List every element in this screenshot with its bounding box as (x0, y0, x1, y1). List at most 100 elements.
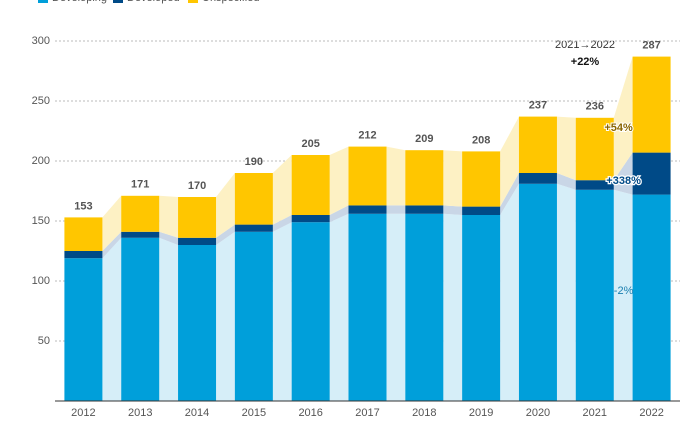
y-tick-label: 50 (38, 335, 50, 347)
connector-band (102, 237, 122, 401)
connector-band (272, 155, 292, 225)
connector-band (386, 205, 406, 214)
x-tick-label: 2017 (355, 407, 379, 419)
connector-band (613, 152, 633, 195)
bar-segment (178, 237, 217, 245)
x-tick-label: 2021 (583, 407, 607, 419)
x-tick-label: 2014 (185, 407, 209, 419)
bar-segment (575, 189, 614, 401)
x-tick-label: 2015 (242, 407, 266, 419)
bar-segment (518, 116, 557, 173)
connector-band (500, 173, 519, 215)
legend-label: Developing (52, 0, 107, 4)
total-label: 170 (188, 180, 206, 192)
y-tick-label: 200 (32, 155, 50, 167)
annotation: -2% (614, 285, 634, 297)
legend-label: Unspecified (202, 0, 259, 4)
total-label: 208 (472, 134, 490, 146)
legend-swatch (188, 0, 198, 3)
bar-segment (462, 151, 501, 207)
connector-band (556, 173, 576, 190)
connector-band (272, 222, 292, 401)
bar-segment (64, 251, 103, 259)
legend-swatch (38, 0, 48, 3)
total-label: 205 (302, 138, 320, 150)
bar-segment (234, 224, 273, 232)
x-tick-label: 2013 (128, 407, 152, 419)
connector-band (329, 213, 349, 401)
connector-band (216, 231, 235, 401)
total-label: 237 (529, 100, 547, 112)
connector-band (102, 195, 122, 251)
connector-band (443, 205, 463, 215)
connector-band (613, 189, 633, 401)
connector-band (500, 116, 519, 207)
x-tick-label: 2022 (639, 407, 663, 419)
bar-segment (632, 152, 671, 195)
annotation: +22% (571, 56, 600, 68)
connector-band (386, 213, 406, 401)
total-label: 171 (131, 179, 149, 191)
connector-band (500, 183, 519, 401)
bar-segment (291, 215, 330, 223)
connector-band (272, 215, 292, 232)
connector-band (613, 56, 633, 181)
bar-segment (632, 56, 671, 153)
y-tick-label: 100 (32, 275, 50, 287)
bar-segment (291, 222, 330, 401)
bar-segment (348, 205, 387, 214)
bar-segment (348, 213, 387, 401)
bar-segment (178, 197, 217, 238)
bar-segment (518, 183, 557, 401)
x-tick-label: 2018 (412, 407, 436, 419)
annotation: 2021→2022 (555, 39, 615, 51)
total-label: 209 (415, 133, 433, 145)
bar-segment (575, 180, 614, 190)
total-label: 190 (245, 156, 263, 168)
total-label: 212 (358, 130, 376, 142)
y-tick-label: 250 (32, 95, 50, 107)
bar-segment (462, 215, 501, 401)
total-label: 287 (642, 40, 660, 52)
annotation: +54% (604, 122, 633, 134)
total-label: 153 (74, 200, 92, 212)
bar-segment (121, 231, 160, 238)
bar-segment (405, 150, 444, 206)
connector-band (159, 237, 179, 401)
bar-segment (575, 117, 614, 181)
connector-band (102, 231, 122, 259)
y-tick-label: 150 (32, 215, 50, 227)
bar-segment (121, 237, 160, 401)
bar-segment (234, 173, 273, 225)
connector-band (386, 146, 406, 206)
connector-band (329, 146, 349, 215)
bar-segment (405, 213, 444, 401)
connector-band (329, 205, 349, 223)
connector-band (443, 213, 463, 401)
x-tick-label: 2012 (71, 407, 95, 419)
bar-segment (462, 206, 501, 215)
bar-segment (178, 245, 217, 401)
bar-segment (64, 258, 103, 401)
connector-band (216, 224, 235, 245)
bar-segment (632, 194, 671, 401)
bar-segment (234, 231, 273, 401)
x-tick-label: 2016 (298, 407, 322, 419)
annotation: +338% (606, 175, 641, 187)
bar-segment (121, 195, 160, 232)
x-tick-label: 2020 (526, 407, 550, 419)
bar-segment (348, 146, 387, 206)
legend-swatch (113, 0, 123, 3)
connector-band (159, 195, 179, 238)
bar-segment (405, 205, 444, 214)
bar-segment (64, 217, 103, 251)
y-tick-label: 300 (32, 35, 50, 47)
connector-band (216, 173, 235, 238)
connector-band (556, 183, 576, 401)
total-label: 236 (586, 101, 604, 113)
connector-band (556, 116, 576, 181)
connector-band (159, 231, 179, 245)
x-tick-label: 2019 (469, 407, 493, 419)
legend-label: Developed (127, 0, 180, 4)
